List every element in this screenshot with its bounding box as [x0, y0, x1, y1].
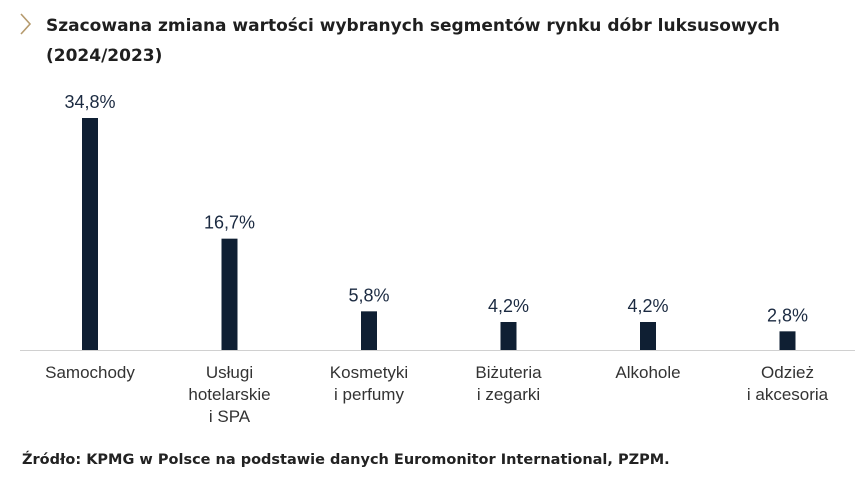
- category-label: Kosmetyki i perfumy: [330, 363, 408, 404]
- source-note: Źródło: KPMG w Polsce na podstawie danyc…: [22, 452, 670, 468]
- chevron-right-icon: [20, 13, 32, 35]
- category-label-line: Alkohole: [615, 363, 680, 382]
- chart-title: Szacowana zmiana wartości wybranych segm…: [46, 16, 780, 66]
- bar-chart: 34,8% Samochody 16,7% Usługi hotelarskie i SP…: [20, 92, 855, 426]
- data-label: 5,8%: [348, 285, 389, 305]
- category-label-line: Biżuteria: [475, 363, 542, 382]
- category-label-line: Usługi: [206, 363, 253, 382]
- data-label: 16,7%: [204, 213, 255, 233]
- category-label-line: i SPA: [209, 407, 251, 426]
- bar: [82, 118, 98, 350]
- bar: [361, 311, 377, 350]
- category-label-line: i zegarki: [477, 385, 540, 404]
- bar: [500, 322, 517, 350]
- data-label: 4,2%: [488, 296, 529, 316]
- category-label: Alkohole: [615, 363, 680, 382]
- category-label: Biżuteria i zegarki: [475, 363, 542, 404]
- data-label: 4,2%: [627, 296, 668, 316]
- data-label: 34,8%: [64, 92, 115, 112]
- bar: [640, 322, 656, 350]
- category-label-line: Kosmetyki: [330, 363, 408, 382]
- category-label: Usługi hotelarskie i SPA: [188, 363, 270, 426]
- bar: [221, 238, 238, 350]
- bar: [779, 331, 796, 350]
- category-label-line: i perfumy: [334, 385, 404, 404]
- category-label-line: hotelarskie: [188, 385, 270, 404]
- category-label: Odzież i akcesoria: [747, 363, 829, 404]
- category-label-line: i akcesoria: [747, 385, 829, 404]
- data-label: 2,8%: [767, 305, 808, 325]
- category-label-line: Samochody: [45, 363, 135, 382]
- category-label: Samochody: [45, 363, 135, 382]
- category-label-line: Odzież: [761, 363, 814, 382]
